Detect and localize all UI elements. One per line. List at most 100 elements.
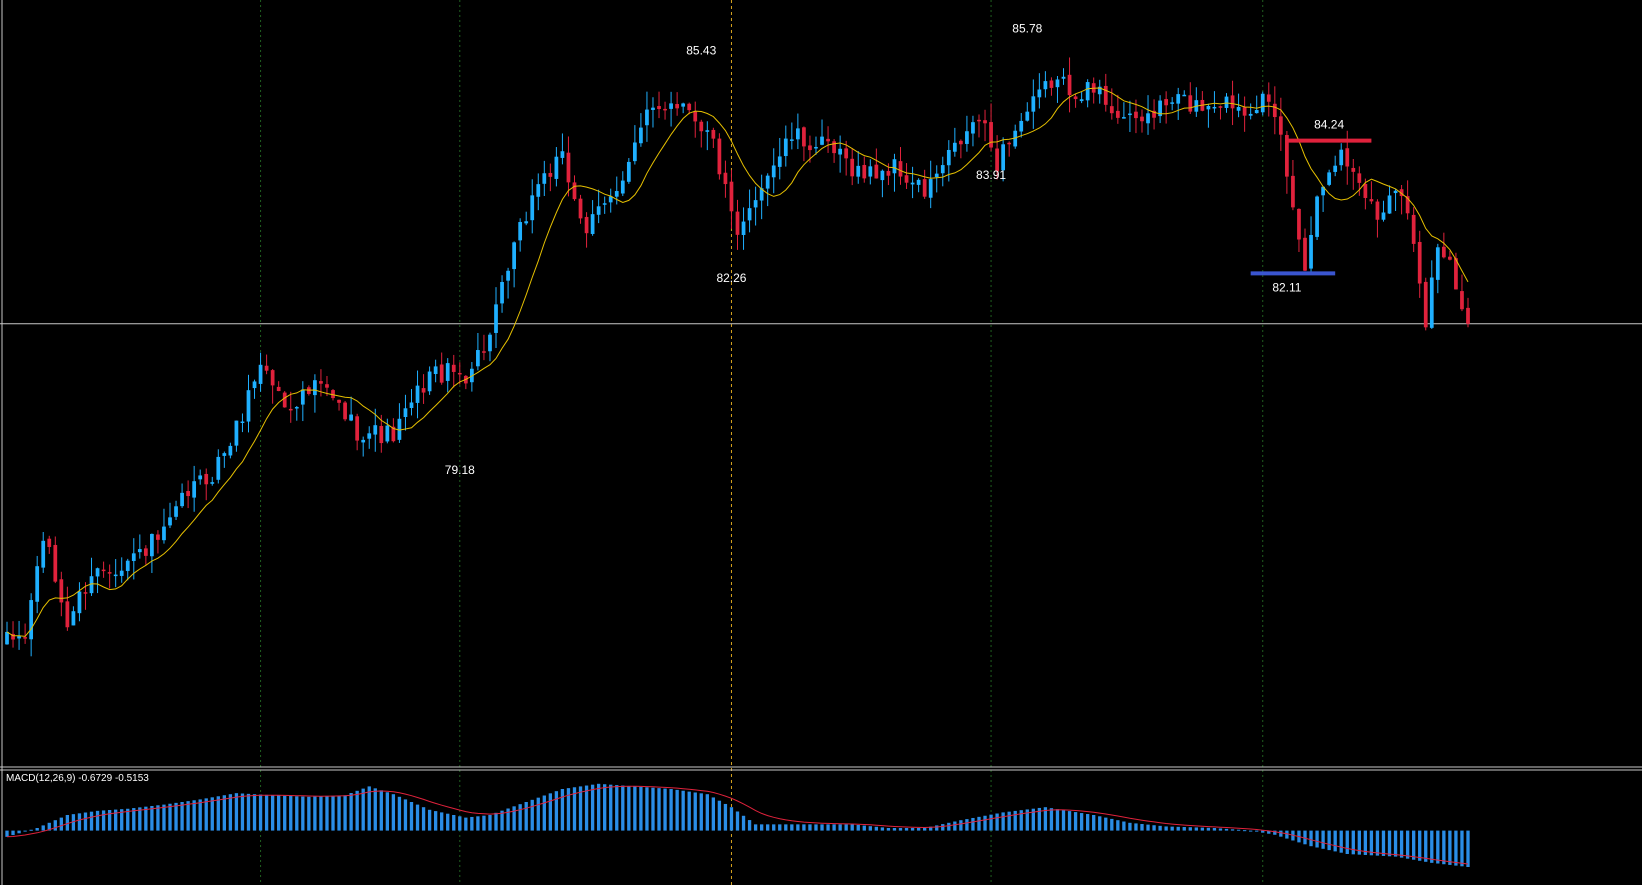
macd-bar-39 [240,793,245,831]
macd-bar-55 [337,795,341,831]
candle-body [711,129,716,139]
candle-12 [77,582,82,622]
candle-body [1460,291,1464,310]
macd-bar-168 [1019,810,1023,831]
candle-body [1417,241,1422,284]
candle-body [1423,281,1428,328]
macd-bar-62 [379,790,383,831]
candle-body [216,456,221,480]
macd-bar-99 [603,784,607,831]
candle-147 [892,153,897,192]
candle-body [439,364,444,383]
candle-body [717,138,722,175]
candle-195 [1182,90,1187,97]
candle-body [1333,165,1338,172]
candle-body [669,103,673,109]
candle-164 [995,135,999,180]
candle-body [910,182,915,185]
candle-217 [1315,195,1319,240]
macd-bar-217 [1315,830,1319,848]
candle-body [1067,74,1072,96]
candle-17 [107,564,112,589]
candle-151 [916,178,921,193]
candle-body [1254,110,1259,114]
candle-38 [234,420,239,452]
candle-body [415,385,420,403]
candle-body [1224,96,1229,108]
candle-body [379,425,384,444]
macd-bar-206 [1249,830,1253,832]
macd-bar-32 [198,799,202,831]
candle-133 [808,135,812,163]
candle-31 [192,465,197,512]
candle-157 [952,127,957,157]
candle-body [1230,95,1235,109]
candle-90 [548,163,553,192]
candle-70 [427,366,432,395]
candle-82 [500,275,504,313]
candle-body [1122,117,1126,119]
macd-bar-28 [174,802,178,831]
macd-bar-50 [307,796,311,831]
candle-81 [494,287,498,349]
macd-bar-68 [415,804,420,831]
candle-body [427,371,432,392]
macd-bar-205 [1242,830,1247,832]
macd-bar-104 [633,786,637,831]
candle-0 [5,621,9,645]
macd-bar-13 [83,812,88,831]
candle-74 [451,354,456,388]
candle-166 [1007,141,1012,157]
candle-72 [439,352,444,385]
macd-bar-17 [107,810,112,831]
candle-body [17,636,21,639]
candle-body [1369,199,1374,202]
candle-116 [705,121,710,151]
candle-3 [23,623,27,644]
macd-bar-60 [367,786,371,831]
candle-211 [1278,97,1283,151]
candle-7 [47,535,52,554]
moving-average-layer [6,87,1469,637]
candle-86 [524,211,529,226]
macd-bar-83 [506,808,510,831]
candle-body [1327,172,1332,185]
macd-bar-95 [578,786,583,831]
candle-183 [1109,88,1114,120]
candle-body [41,540,46,568]
candle-body [753,200,758,208]
candle-body [1170,102,1175,104]
macd-bar-237 [1436,830,1440,864]
candle-body [566,152,571,183]
macd-bar-153 [929,826,933,831]
macd-bar-228 [1381,830,1386,856]
candle-10 [65,586,70,631]
candle-76 [463,375,468,390]
candle-body [886,170,891,176]
candle-11 [71,606,76,626]
macd-bar-184 [1116,820,1120,831]
candle-40 [246,374,251,433]
macd-bar-132 [802,824,806,831]
macd-bar-177 [1073,812,1078,831]
macd-bar-111 [675,789,679,831]
candle-body [494,304,498,333]
candle-42 [258,352,263,392]
candle-97 [590,200,595,236]
candle-body [367,433,372,439]
macd-bar-3 [23,830,27,832]
candle-34 [210,476,215,486]
candle-33 [204,468,209,501]
macd-bar-186 [1128,822,1132,831]
candle-body [482,351,486,353]
macd-bar-2 [17,830,21,834]
candle-36 [222,451,227,468]
candle-body [222,453,227,456]
candle-body [306,387,311,394]
candle-15 [95,567,100,594]
candle-body [1182,94,1187,97]
candle-body [1441,246,1446,258]
candle-152 [922,169,927,199]
candle-94 [572,175,577,201]
macd-bar-19 [120,809,124,831]
